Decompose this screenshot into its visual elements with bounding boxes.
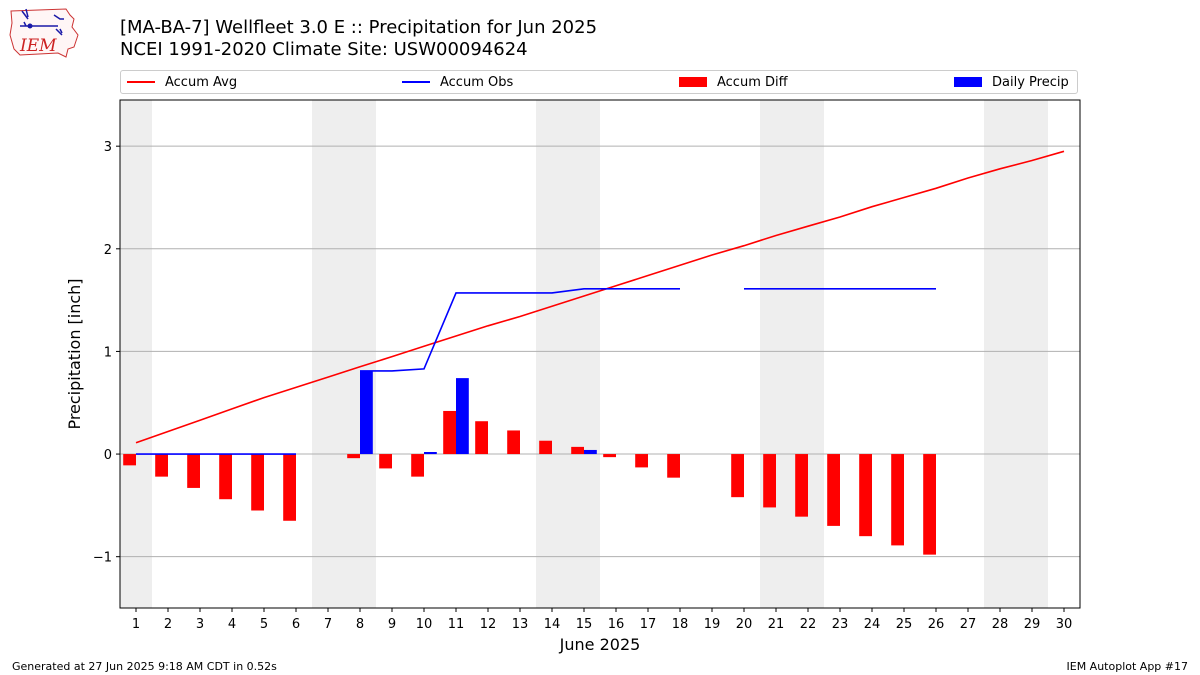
daily-precip-bar — [584, 449, 597, 455]
accum-diff-bar — [635, 454, 648, 468]
x-tick-label: 9 — [388, 617, 396, 632]
x-tick-label: 24 — [864, 617, 881, 632]
y-tick-label: −1 — [93, 551, 112, 566]
x-tick-label: 4 — [228, 617, 236, 632]
x-tick-label: 6 — [292, 617, 300, 632]
y-tick-label: 3 — [104, 140, 112, 155]
accum-diff-bar — [251, 454, 264, 511]
x-tick-label: 20 — [736, 617, 753, 632]
y-tick-label: 2 — [104, 243, 112, 258]
legend-label-accum-diff: Accum Diff — [717, 74, 788, 90]
x-tick-label: 16 — [608, 617, 625, 632]
legend-item-accum-diff: Accum Diff — [679, 71, 788, 93]
accum-diff-bar — [859, 454, 872, 537]
x-tick-label: 15 — [576, 617, 593, 632]
legend-label-accum-avg: Accum Avg — [165, 74, 238, 90]
legend-swatch-accum-obs — [402, 81, 430, 83]
x-tick-label: 21 — [768, 617, 785, 632]
legend-label-daily-precip: Daily Precip — [992, 74, 1069, 90]
x-tick-label: 26 — [928, 617, 945, 632]
weekend-band — [120, 100, 152, 608]
accum-diff-bar — [667, 454, 680, 478]
x-tick-label: 10 — [416, 617, 433, 632]
x-tick-label: 3 — [196, 617, 204, 632]
y-axis-label: Precipitation [inch] — [65, 278, 84, 429]
weekend-band — [312, 100, 376, 608]
x-tick-label: 5 — [260, 617, 268, 632]
plot-frame — [119, 99, 1081, 609]
footer-generated-text: Generated at 27 Jun 2025 9:18 AM CDT in … — [12, 660, 277, 673]
x-tick-label: 23 — [832, 617, 849, 632]
accum-diff-bar — [187, 454, 200, 488]
accum-diff-bar — [283, 454, 296, 521]
y-tick-label: 1 — [104, 345, 112, 360]
chart-title: [MA-BA-7] Wellfleet 3.0 E :: Precipitati… — [120, 17, 598, 38]
x-tick-label: 7 — [324, 617, 332, 632]
accum-diff-bar — [731, 454, 744, 498]
accum-diff-bar — [571, 446, 584, 455]
legend-swatch-accum-diff — [679, 77, 707, 87]
x-tick-label: 28 — [992, 617, 1009, 632]
accum-diff-bar — [123, 454, 136, 466]
weekend-band — [536, 100, 600, 608]
x-tick-label: 29 — [1024, 617, 1041, 632]
iem-logo: IEM — [8, 5, 80, 59]
iem-logo-graphic: IEM — [9, 8, 79, 58]
accum-avg-line — [135, 150, 1065, 444]
x-tick-label: 25 — [896, 617, 913, 632]
accum-diff-bar — [795, 454, 808, 517]
daily-precip-bar — [360, 370, 373, 455]
accum-diff-bar — [379, 454, 392, 469]
x-tick-label: 12 — [480, 617, 497, 632]
x-tick-label: 17 — [640, 617, 657, 632]
accum-diff-bar — [507, 430, 520, 455]
accum-diff-bar — [603, 454, 616, 458]
accum-diff-bar — [411, 454, 424, 477]
chart-subtitle: NCEI 1991-2020 Climate Site: USW00094624 — [120, 39, 528, 60]
chart-legend: Accum Avg Accum Obs Accum Diff Daily Pre… — [120, 70, 1078, 94]
accum-diff-bar — [539, 440, 552, 455]
accum-diff-bar — [443, 410, 456, 455]
accum-diff-bar — [219, 454, 232, 500]
x-tick-label: 14 — [544, 617, 561, 632]
x-tick-label: 2 — [164, 617, 172, 632]
legend-swatch-accum-avg — [127, 81, 155, 83]
legend-item-daily-precip: Daily Precip — [954, 71, 1069, 93]
x-tick-label: 13 — [512, 617, 529, 632]
accum-diff-bar — [827, 454, 840, 526]
x-tick-label: 22 — [800, 617, 817, 632]
accum-obs-line — [360, 287, 680, 372]
y-tick-label: 0 — [104, 448, 112, 463]
x-tick-label: 11 — [448, 617, 465, 632]
daily-precip-bar — [456, 378, 469, 455]
x-tick-label: 1 — [132, 617, 140, 632]
x-tick-label: 30 — [1056, 617, 1073, 632]
accum-diff-bar — [347, 454, 360, 459]
accum-diff-bar — [891, 454, 904, 546]
x-tick-label: 27 — [960, 617, 977, 632]
x-tick-label: 18 — [672, 617, 689, 632]
legend-item-accum-obs: Accum Obs — [402, 71, 513, 93]
legend-item-accum-avg: Accum Avg — [127, 71, 237, 93]
daily-precip-bar — [424, 452, 437, 455]
footer-app-text: IEM Autoplot App #17 — [1066, 660, 1189, 673]
iem-logo-text: IEM — [19, 36, 57, 56]
weekend-band — [984, 100, 1048, 608]
x-axis-label: June 2025 — [559, 635, 641, 654]
legend-swatch-daily-precip — [954, 77, 982, 87]
accum-diff-bar — [155, 454, 168, 477]
weekend-band — [760, 100, 824, 608]
accum-diff-bar — [475, 421, 488, 455]
accum-diff-bar — [923, 454, 936, 555]
legend-label-accum-obs: Accum Obs — [440, 74, 514, 90]
x-tick-label: 8 — [356, 617, 364, 632]
x-tick-label: 19 — [704, 617, 721, 632]
accum-diff-bar — [763, 454, 776, 508]
